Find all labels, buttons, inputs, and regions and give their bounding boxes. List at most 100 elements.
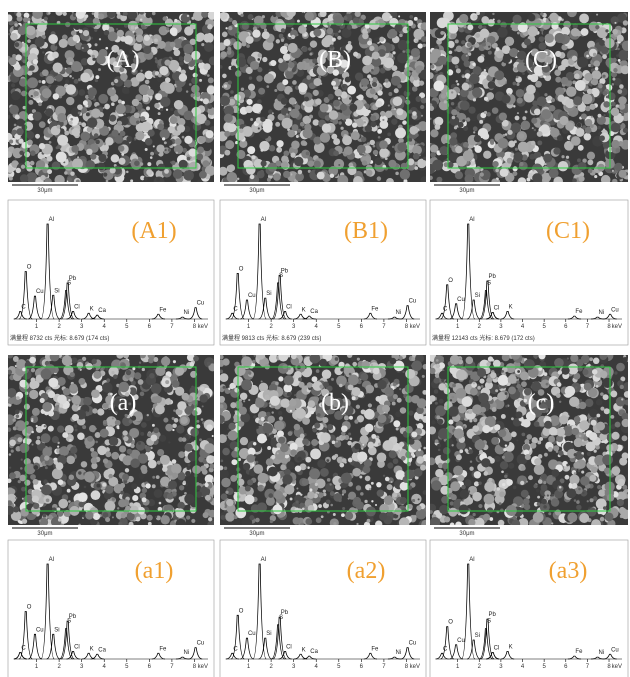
- grain: [298, 82, 308, 93]
- grain: [610, 107, 620, 117]
- grain: [469, 73, 480, 85]
- grain: [480, 385, 484, 388]
- grain: [478, 24, 483, 29]
- grain: [35, 133, 40, 139]
- grain: [483, 471, 489, 476]
- grain: [8, 387, 17, 398]
- grain: [253, 158, 264, 169]
- grain: [499, 168, 509, 177]
- grain: [596, 484, 602, 490]
- grain: [619, 84, 624, 89]
- grain: [364, 423, 374, 433]
- grain: [389, 15, 393, 19]
- grain: [62, 12, 67, 16]
- grain: [342, 85, 345, 88]
- grain: [125, 392, 130, 397]
- grain: [190, 22, 197, 30]
- roi-box: [237, 23, 409, 169]
- grain: [77, 78, 82, 82]
- grain: [42, 51, 45, 54]
- grain: [416, 158, 426, 169]
- grain: [269, 519, 274, 524]
- grain: [474, 42, 480, 48]
- grain: [399, 481, 409, 491]
- grain: [159, 66, 169, 76]
- grain: [482, 25, 487, 30]
- roi-box: [25, 366, 197, 512]
- grain: [559, 64, 566, 71]
- grain: [250, 118, 254, 121]
- grain: [616, 13, 627, 23]
- grain: [314, 482, 318, 487]
- grain: [333, 150, 339, 157]
- grain: [408, 438, 415, 445]
- grain: [8, 176, 13, 181]
- grain: [302, 438, 309, 446]
- grain: [412, 111, 417, 116]
- grain: [408, 137, 413, 142]
- grain: [212, 478, 214, 482]
- grain: [388, 450, 397, 459]
- grain: [294, 104, 301, 111]
- sem-image: [8, 12, 214, 182]
- grain: [148, 357, 154, 364]
- grain: [577, 158, 581, 163]
- grain: [109, 167, 116, 174]
- grain: [146, 106, 151, 111]
- grain: [277, 410, 283, 416]
- grain: [369, 45, 375, 52]
- grain: [155, 515, 158, 518]
- grain: [233, 515, 238, 520]
- grain: [575, 127, 585, 137]
- grain: [591, 78, 599, 86]
- grain: [603, 101, 610, 108]
- grain: [448, 152, 459, 162]
- grain: [416, 423, 424, 430]
- grain: [303, 23, 308, 28]
- grain: [591, 70, 602, 80]
- grain: [413, 468, 423, 477]
- sem-image: [8, 355, 214, 525]
- grain: [166, 27, 170, 31]
- grain: [202, 98, 209, 105]
- grain: [66, 455, 76, 465]
- grain: [281, 155, 289, 163]
- grain: [111, 417, 114, 420]
- grain: [449, 137, 458, 146]
- grain: [533, 464, 545, 475]
- grain: [130, 25, 135, 30]
- grain: [402, 50, 406, 53]
- grain: [517, 22, 528, 33]
- grain: [97, 445, 107, 456]
- grain: [467, 24, 474, 31]
- grain: [68, 500, 71, 503]
- grain: [153, 427, 160, 434]
- grain: [305, 518, 313, 525]
- grain: [120, 490, 125, 495]
- grain: [256, 75, 263, 82]
- grain: [486, 92, 495, 100]
- grain: [173, 49, 181, 57]
- grain: [280, 97, 288, 105]
- grain: [267, 162, 278, 172]
- grain: [144, 134, 147, 137]
- grain: [584, 72, 593, 82]
- grain: [9, 104, 19, 115]
- grain: [317, 459, 326, 469]
- grain: [442, 447, 451, 455]
- grain: [431, 48, 442, 59]
- grain: [257, 99, 262, 104]
- grain: [235, 131, 245, 141]
- grain: [472, 14, 478, 20]
- grain: [450, 33, 457, 40]
- grain: [409, 14, 414, 19]
- grain: [377, 414, 387, 424]
- grain: [418, 418, 422, 422]
- grain: [371, 68, 374, 72]
- grain: [284, 453, 290, 459]
- grain: [336, 456, 344, 464]
- grain: [143, 413, 152, 422]
- grain: [423, 446, 426, 450]
- grain: [82, 100, 88, 106]
- grain: [565, 122, 574, 131]
